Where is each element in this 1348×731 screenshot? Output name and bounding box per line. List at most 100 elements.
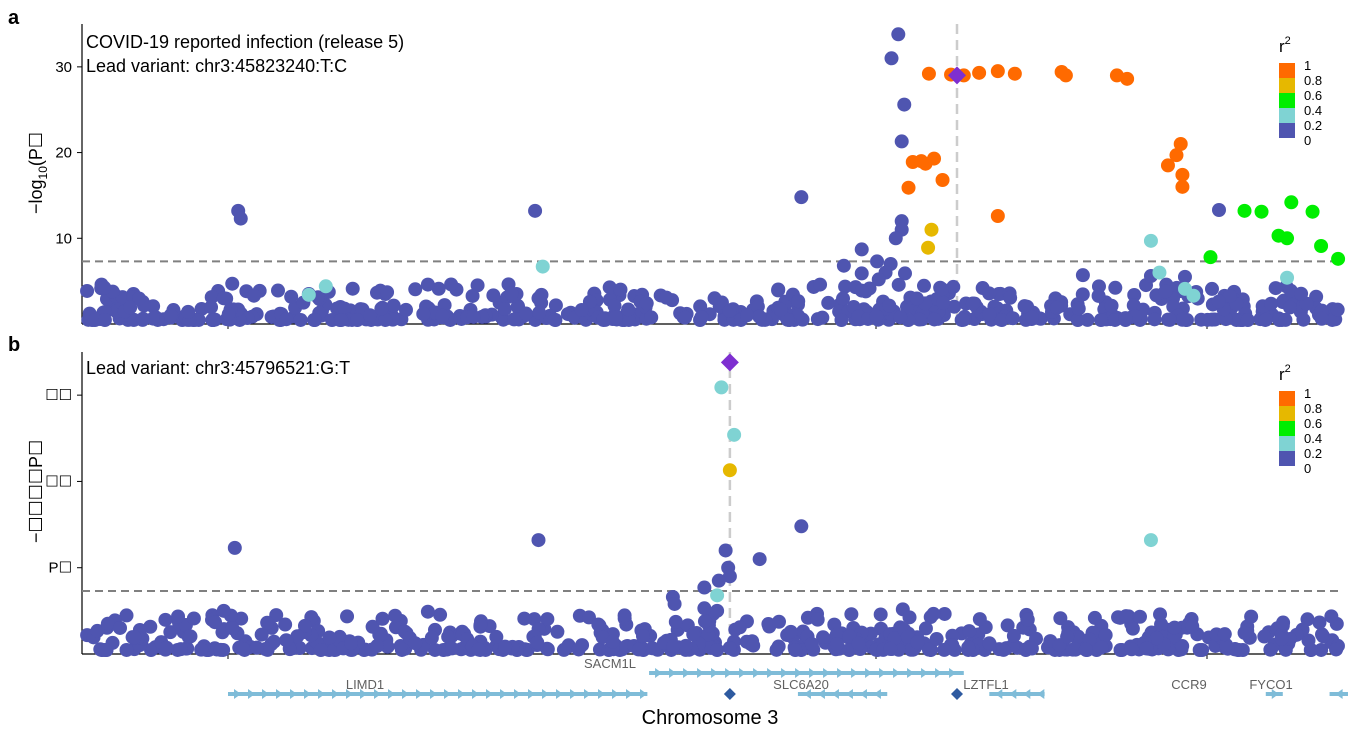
gene-strand-arrow [851, 668, 859, 678]
data-point [301, 287, 316, 302]
data-point [990, 209, 1005, 223]
data-point [528, 203, 543, 218]
legend-title: r2 [1279, 363, 1291, 384]
background-point [1006, 628, 1021, 643]
background-point [313, 642, 328, 657]
legend-label: 0.8 [1304, 73, 1322, 88]
background-point [1087, 610, 1102, 625]
background-point [810, 312, 825, 327]
background-point [707, 291, 722, 306]
background-point [470, 278, 485, 293]
data-point [531, 533, 546, 548]
background-point [517, 611, 532, 626]
background-point [836, 291, 851, 306]
background-point [1005, 311, 1020, 326]
background-point [398, 302, 413, 317]
background-point [1278, 642, 1293, 657]
background-point [994, 313, 1009, 327]
background-point [246, 288, 261, 303]
data-point [225, 276, 240, 291]
gene-strand-arrow [262, 689, 269, 699]
background-point [927, 312, 942, 327]
data-point [1173, 137, 1188, 151]
background-point [844, 607, 859, 622]
background-point [433, 607, 448, 622]
legend-swatch [1279, 406, 1295, 421]
background-point [159, 640, 174, 655]
background-point [507, 312, 522, 327]
background-point [607, 298, 622, 313]
background-point [1276, 615, 1291, 630]
background-point [97, 312, 112, 327]
gene-strand-arrow [1271, 689, 1279, 699]
background-point [424, 630, 439, 645]
data-point [420, 604, 435, 619]
background-point [1325, 312, 1340, 327]
background-point [926, 606, 941, 621]
data-point [711, 573, 726, 588]
background-point [236, 642, 251, 657]
background-point [869, 309, 884, 324]
background-point [788, 642, 803, 657]
data-point [233, 211, 248, 226]
background-point [1257, 629, 1272, 644]
background-point [386, 298, 401, 313]
background-point [921, 642, 936, 657]
gene-strand-arrow [893, 668, 901, 678]
background-point [746, 638, 761, 653]
background-point [297, 618, 312, 633]
background-point [1258, 312, 1273, 327]
background-point [946, 279, 961, 294]
gene-label: CCR9 [1171, 677, 1206, 692]
background-point [260, 615, 275, 630]
gene-body [649, 671, 964, 675]
data-point [1305, 204, 1320, 219]
background-point [694, 309, 709, 324]
background-point [87, 312, 102, 327]
gene-strand-arrow [388, 689, 395, 699]
gene-strand-arrow [234, 689, 241, 699]
background-point [204, 300, 219, 315]
gene-strand-arrow [430, 689, 437, 699]
background-point [1098, 628, 1113, 643]
background-point [337, 301, 352, 316]
background-point [804, 637, 819, 652]
legend-title: r2 [1279, 35, 1291, 56]
background-point [816, 630, 831, 645]
background-point [761, 617, 776, 632]
background-point [1024, 310, 1039, 325]
background-point [471, 642, 486, 657]
data-point [1237, 203, 1252, 218]
background-point [408, 636, 423, 651]
gene-strand-arrow [803, 689, 811, 699]
background-point [1147, 312, 1162, 327]
background-point [678, 310, 693, 325]
gene-strand-arrow [570, 689, 577, 699]
gene-strand-arrow [290, 689, 297, 699]
background-point [441, 629, 456, 644]
panel-title: COVID-19 reported infection (release 5) [86, 32, 404, 52]
legend-swatch [1279, 421, 1295, 436]
background-point [893, 310, 908, 325]
background-point [897, 266, 912, 281]
data-point [891, 27, 906, 42]
data-point [718, 543, 733, 558]
background-point [947, 299, 962, 314]
background-point [374, 301, 389, 316]
background-point [393, 639, 408, 654]
data-point [1211, 203, 1226, 217]
background-point [678, 638, 693, 653]
background-point [270, 283, 285, 298]
legend-swatch [1279, 78, 1295, 93]
background-point [891, 277, 906, 292]
background-point [1118, 311, 1133, 326]
background-point [444, 277, 459, 292]
background-point [431, 281, 446, 296]
data-point [752, 552, 767, 567]
background-point [910, 635, 925, 650]
background-point [119, 642, 134, 657]
gene-strand-arrow [500, 689, 507, 699]
background-point [961, 640, 976, 655]
background-point [635, 629, 650, 644]
